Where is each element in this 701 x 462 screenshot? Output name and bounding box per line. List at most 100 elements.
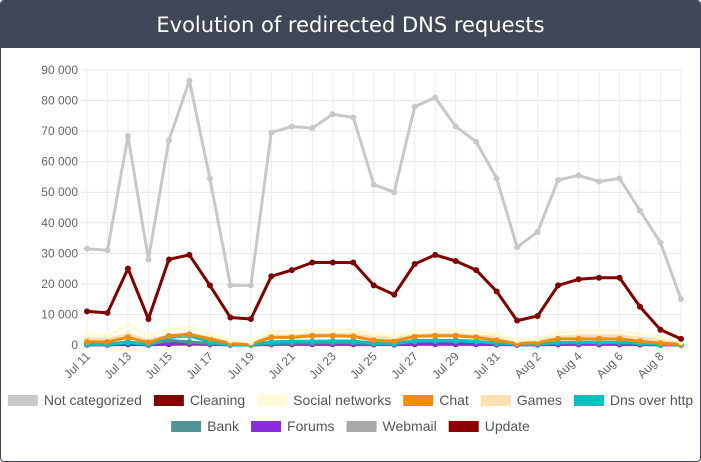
data-point xyxy=(432,338,439,345)
y-tick-label: 20 000 xyxy=(41,277,78,291)
data-point xyxy=(493,175,500,182)
x-axis: Jul 11 Jul 13 Jul 15 Jul 17 Jul 19 Jul 21 Jul … xyxy=(61,349,667,382)
legend-label: Webmail xyxy=(383,418,437,434)
data-point xyxy=(124,132,131,139)
legend-item[interactable]: Webmail xyxy=(346,418,437,434)
data-point xyxy=(555,329,562,336)
data-point xyxy=(596,178,603,185)
data-point xyxy=(186,251,193,258)
data-point xyxy=(186,77,193,84)
data-point xyxy=(555,177,562,183)
data-point xyxy=(411,261,418,268)
data-point xyxy=(247,282,254,289)
y-tick-label: 10 000 xyxy=(41,307,78,321)
data-point xyxy=(206,175,213,182)
data-point xyxy=(145,332,152,339)
data-point xyxy=(227,282,234,289)
legend-item[interactable]: Social networks xyxy=(257,392,391,408)
data-point xyxy=(329,332,336,339)
data-point xyxy=(370,331,377,338)
legend-item[interactable]: Forums xyxy=(251,418,335,434)
data-point xyxy=(165,332,172,339)
legend-label: Bank xyxy=(207,418,240,434)
data-point xyxy=(288,267,295,274)
x-tick-label: Aug 2 xyxy=(512,349,544,381)
legend-swatch xyxy=(480,395,511,406)
data-point xyxy=(145,339,152,346)
legend-swatch xyxy=(573,395,604,406)
series-line xyxy=(86,323,682,344)
x-tick-label: Aug 8 xyxy=(635,349,667,381)
x-tick-label: Aug 6 xyxy=(594,349,626,381)
data-point xyxy=(637,331,644,338)
legend-item[interactable]: Update xyxy=(448,418,530,434)
x-tick-label: Jul 13 xyxy=(102,349,135,382)
legend-swatch xyxy=(251,421,282,432)
legend-label: Dns over http xyxy=(610,392,693,408)
data-point xyxy=(227,314,234,321)
x-tick-label: Jul 11 xyxy=(61,349,93,381)
y-tick-label: 40 000 xyxy=(41,216,78,230)
legend-label: Cleaning xyxy=(190,392,245,408)
legend-label: Social networks xyxy=(293,392,391,408)
data-point xyxy=(575,328,582,335)
y-tick-label: 60 000 xyxy=(41,155,78,169)
data-point xyxy=(124,339,131,346)
data-point xyxy=(411,328,418,335)
data-point xyxy=(84,308,90,315)
legend-label: Forums xyxy=(287,418,334,434)
data-point xyxy=(411,333,418,340)
legend-swatch xyxy=(403,395,434,406)
data-point xyxy=(411,103,418,110)
data-point xyxy=(432,326,439,333)
data-point xyxy=(534,335,541,342)
series-line xyxy=(86,253,682,341)
data-point xyxy=(657,239,664,246)
series-3 xyxy=(84,331,684,348)
data-point xyxy=(350,259,357,266)
legend-item[interactable]: Dns over http xyxy=(573,392,693,408)
data-point xyxy=(186,323,193,330)
legend-swatch xyxy=(153,395,184,406)
legend-label: Games xyxy=(517,392,562,408)
legend-item[interactable]: Chat xyxy=(403,392,469,408)
x-tick-label: Jul 19 xyxy=(224,349,257,382)
data-point xyxy=(124,322,131,329)
data-point xyxy=(268,328,275,335)
series-0 xyxy=(84,77,684,303)
data-point xyxy=(616,274,623,281)
data-point xyxy=(370,181,377,188)
data-point xyxy=(391,291,398,298)
data-point xyxy=(145,256,152,263)
legend[interactable]: Not categorized Cleaning Social networks Ch… xyxy=(7,392,694,434)
data-point xyxy=(616,328,623,335)
data-point xyxy=(206,282,213,289)
data-point xyxy=(657,340,664,347)
data-point xyxy=(637,303,644,310)
legend-label: Chat xyxy=(439,392,469,408)
legend-item[interactable]: Bank xyxy=(171,418,240,434)
data-point xyxy=(534,228,541,235)
y-tick-label: 70 000 xyxy=(41,124,78,138)
chart-title: Evolution of redirected DNS requests xyxy=(156,12,545,37)
data-point xyxy=(309,259,316,266)
data-point xyxy=(165,256,172,263)
legend-item[interactable]: Games xyxy=(480,392,562,408)
series-line xyxy=(86,79,683,300)
legend-swatch xyxy=(257,395,288,406)
data-point xyxy=(84,331,90,338)
data-point xyxy=(206,331,213,338)
data-point xyxy=(575,172,582,179)
legend-item[interactable]: Not categorized xyxy=(7,392,142,408)
data-point xyxy=(637,338,644,345)
data-point xyxy=(432,332,439,339)
data-point xyxy=(596,274,603,281)
data-point xyxy=(514,337,521,344)
data-point xyxy=(288,328,295,335)
legend-item[interactable]: Cleaning xyxy=(153,392,245,408)
data-point xyxy=(288,123,295,130)
data-point xyxy=(329,338,336,345)
y-tick-label: 0 xyxy=(71,338,78,352)
data-point xyxy=(596,335,603,342)
